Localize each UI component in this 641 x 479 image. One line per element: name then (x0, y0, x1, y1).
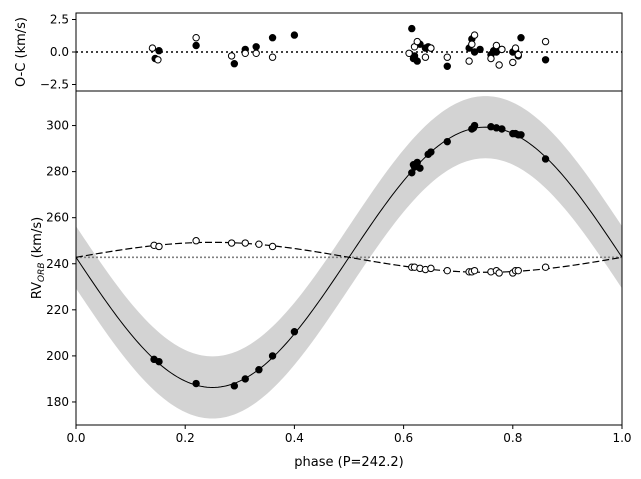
secondary-residual-point (443, 53, 451, 61)
rv-y-tick-label: 300 (46, 119, 69, 133)
residuals-panel: 2.5 0.0 −2.5 O-C (km/s) (14, 12, 623, 92)
secondary-rv-point (514, 266, 522, 275)
primary-rv-point (470, 121, 479, 130)
phase-x-axis: 0.0 0.2 0.4 0.6 0.8 1.0 (66, 425, 632, 445)
primary-residual-point (476, 45, 484, 54)
secondary-rv-point (427, 264, 435, 273)
phase-x-tick-label: 0.4 (285, 431, 304, 445)
phase-x-tick-label: 0.8 (503, 431, 522, 445)
primary-residual-point (408, 24, 416, 33)
secondary-residual-point (427, 44, 435, 52)
primary-rv-point (155, 357, 163, 366)
phase-x-label: phase (P=242.2) (294, 455, 403, 470)
secondary-rv-point (268, 242, 277, 251)
phase-x-tick-label: 0.2 (176, 431, 195, 445)
primary-rv-point (192, 379, 200, 388)
secondary-rv-point (541, 263, 550, 271)
primary-rv-point (443, 137, 451, 146)
secondary-residual-point (413, 37, 421, 46)
secondary-rv-point (443, 266, 451, 275)
rv-y-label-main: RV (30, 282, 45, 299)
residuals-y-label: O-C (km/s) (14, 17, 29, 87)
rv-points (150, 121, 550, 390)
rv-y-label-unit: (km/s) (30, 217, 45, 263)
primary-residual-point (517, 34, 525, 42)
primary-rv-point (230, 382, 239, 390)
secondary-residual-point (492, 41, 501, 50)
rv-y-tick-label: 280 (46, 165, 69, 179)
primary-rv-point (517, 131, 525, 139)
primary-residual-point (443, 62, 451, 71)
rv-y-axis: 180 200 220 240 260 280 300 (46, 119, 76, 409)
rv-panel: 180 200 220 240 260 280 300 0.0 0.2 0.4 0.6 0.8 1.0… (30, 90, 632, 470)
secondary-rv-point (227, 239, 236, 247)
primary-residual-point (413, 57, 421, 65)
secondary-residual-point (421, 53, 430, 61)
secondary-residual-point (509, 58, 517, 67)
primary-rv-point (498, 125, 506, 133)
residual-y-tick-label: 2.5 (50, 13, 69, 27)
secondary-residual-point (495, 61, 503, 69)
primary-rv-point (427, 148, 435, 156)
secondary-rv-point (255, 240, 263, 248)
rv-y-label-subscript: ORB (37, 262, 47, 282)
secondary-residual-point (148, 44, 157, 52)
secondary-rv-point (470, 266, 479, 275)
rv-y-tick-label: 200 (46, 349, 69, 363)
secondary-residual-point (465, 57, 473, 65)
primary-rv-point (413, 158, 421, 167)
residual-y-tick-label: 0.0 (50, 45, 69, 59)
secondary-residual-point (268, 53, 277, 61)
secondary-residual-point (487, 54, 495, 63)
residuals-y-axis: 2.5 0.0 −2.5 (40, 13, 76, 92)
primary-rv-point (541, 155, 550, 163)
phase-x-tick-label: 1.0 (612, 431, 631, 445)
rv-y-tick-label: 260 (46, 211, 69, 225)
primary-residual-point (541, 56, 550, 64)
secondary-residual-point (405, 49, 413, 57)
primary-residual-point (192, 41, 200, 50)
primary-rv-point (290, 328, 299, 336)
rv-y-tick-label: 220 (46, 303, 69, 317)
primary-residual-point (230, 60, 239, 68)
primary-rv-point (416, 164, 424, 172)
secondary-residual-point (154, 56, 162, 64)
secondary-residual-point (541, 37, 550, 46)
primary-residual-point (155, 47, 163, 55)
primary-rv-point (255, 366, 263, 374)
residual-y-tick-label: −2.5 (40, 78, 69, 92)
rv-y-tick-label: 180 (46, 395, 69, 409)
secondary-residual-point (252, 49, 260, 57)
secondary-rv-point (155, 242, 163, 251)
secondary-residual-point (498, 45, 506, 54)
secondary-rv-point (192, 237, 200, 245)
primary-rv-point (408, 169, 416, 177)
secondary-residual-point (468, 40, 476, 48)
primary-rv-point (241, 375, 249, 383)
primary-rv-point (268, 352, 277, 360)
secondary-residual-point (470, 31, 479, 39)
rv-y-label: RVORB (km/s) (30, 217, 47, 299)
residual-points (148, 24, 550, 71)
secondary-rv-point (241, 239, 249, 247)
secondary-residual-point (241, 49, 249, 57)
primary-residual-point (252, 43, 260, 51)
secondary-residual-point (511, 44, 520, 52)
secondary-model-curve (75, 241, 623, 273)
secondary-rv-point (495, 269, 503, 277)
primary-residual-point (268, 34, 277, 42)
phase-x-tick-label: 0.0 (66, 431, 85, 445)
phase-x-tick-label: 0.6 (394, 431, 413, 445)
secondary-residual-point (192, 34, 200, 42)
primary-residual-point (290, 31, 299, 39)
secondary-residual-point (227, 52, 236, 60)
rv-y-tick-label: 240 (46, 257, 69, 271)
secondary-residual-point (514, 50, 522, 59)
rv-frame (75, 90, 623, 426)
